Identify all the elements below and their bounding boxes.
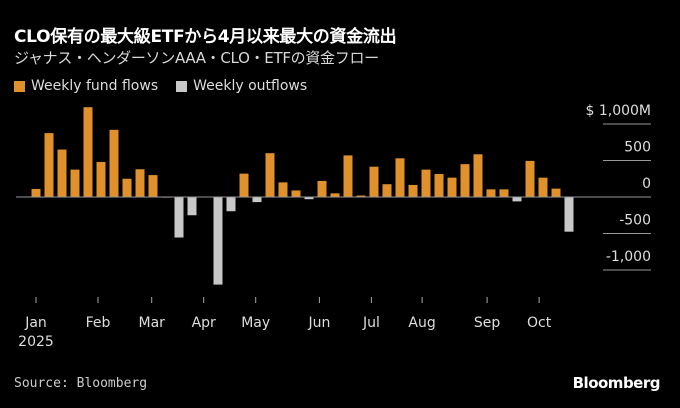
inflow-bar: [278, 182, 288, 197]
y-tick-label: 0: [642, 176, 651, 192]
inflow-bar: [291, 190, 301, 197]
legend-label-outflows: Weekly outflows: [193, 78, 308, 94]
y-tick-label: -1,000: [606, 249, 651, 265]
inflow-bar: [473, 154, 483, 197]
inflow-bar: [343, 155, 353, 197]
y-tick-label: $ 1,000M: [585, 103, 651, 119]
inflow-bar: [148, 175, 158, 197]
legend-swatch-outflows: [176, 80, 188, 92]
x-tick-label: Mar: [138, 315, 165, 331]
inflow-bar: [447, 177, 457, 197]
inflow-bar: [499, 189, 509, 197]
inflow-bar: [109, 129, 119, 197]
inflow-bar: [83, 107, 93, 197]
inflow-bar: [31, 188, 41, 197]
outflow-bar: [213, 197, 223, 285]
inflow-bar: [239, 173, 249, 197]
inflow-bar: [395, 158, 405, 197]
outflow-bar: [512, 197, 522, 202]
outflow-bar: [564, 197, 574, 232]
outflow-bar: [226, 197, 236, 212]
inflow-bar: [96, 161, 106, 197]
inflow-bar: [356, 195, 366, 197]
inflow-bar: [382, 184, 392, 197]
x-tick-label: Aug: [408, 315, 435, 331]
inflow-bar: [330, 193, 340, 197]
x-tick-label: Apr: [192, 315, 216, 331]
inflow-bar: [369, 166, 379, 197]
x-tick-label: Sep: [474, 315, 501, 331]
inflow-bar: [421, 169, 431, 197]
outflow-bar: [252, 197, 262, 203]
x-tick-label: May: [241, 315, 270, 331]
inflow-bar: [135, 169, 145, 197]
inflow-bar: [408, 184, 418, 197]
legend-swatch-inflows: [14, 80, 25, 92]
inflow-bar: [317, 180, 327, 197]
legend: Weekly fund flows Weekly outflows: [14, 78, 307, 94]
chart-subtitle: ジャナス・ヘンダーソンAAA・CLO・ETFの資金フロー: [14, 49, 379, 67]
inflow-bar: [434, 174, 444, 197]
x-tick-label: Feb: [86, 315, 111, 331]
legend-item-inflows: Weekly fund flows: [14, 78, 158, 94]
inflow-bar: [122, 178, 132, 197]
outflow-bar: [187, 197, 197, 216]
inflow-bar: [44, 133, 54, 197]
x-tick-label: Jun: [307, 315, 330, 331]
outflow-bar: [174, 197, 184, 238]
x-tick-label: Jul: [362, 315, 380, 331]
inflow-bar: [460, 164, 470, 197]
inflow-bar: [265, 153, 275, 197]
y-tick-label: -500: [619, 213, 651, 229]
legend-label-inflows: Weekly fund flows: [31, 78, 159, 94]
inflow-bar: [486, 189, 496, 197]
legend-item-outflows: Weekly outflows: [176, 78, 307, 94]
inflow-bar: [538, 177, 548, 197]
x-tick-year-label: 2025: [18, 334, 54, 350]
inflow-bar: [57, 149, 67, 197]
inflow-bar: [551, 188, 561, 197]
x-tick-label: Jan: [24, 315, 47, 331]
y-tick-label: 500: [624, 140, 651, 156]
inflow-bar: [525, 160, 535, 197]
bloomberg-logo: Bloomberg: [572, 374, 661, 392]
chart-title: CLO保有の最大級ETFから4月以来最大の資金流出: [14, 27, 397, 47]
inflow-bar: [70, 169, 80, 197]
x-tick-label: Oct: [527, 315, 552, 331]
outflow-bar: [304, 197, 314, 200]
source-note: Source: Bloomberg: [14, 376, 148, 391]
